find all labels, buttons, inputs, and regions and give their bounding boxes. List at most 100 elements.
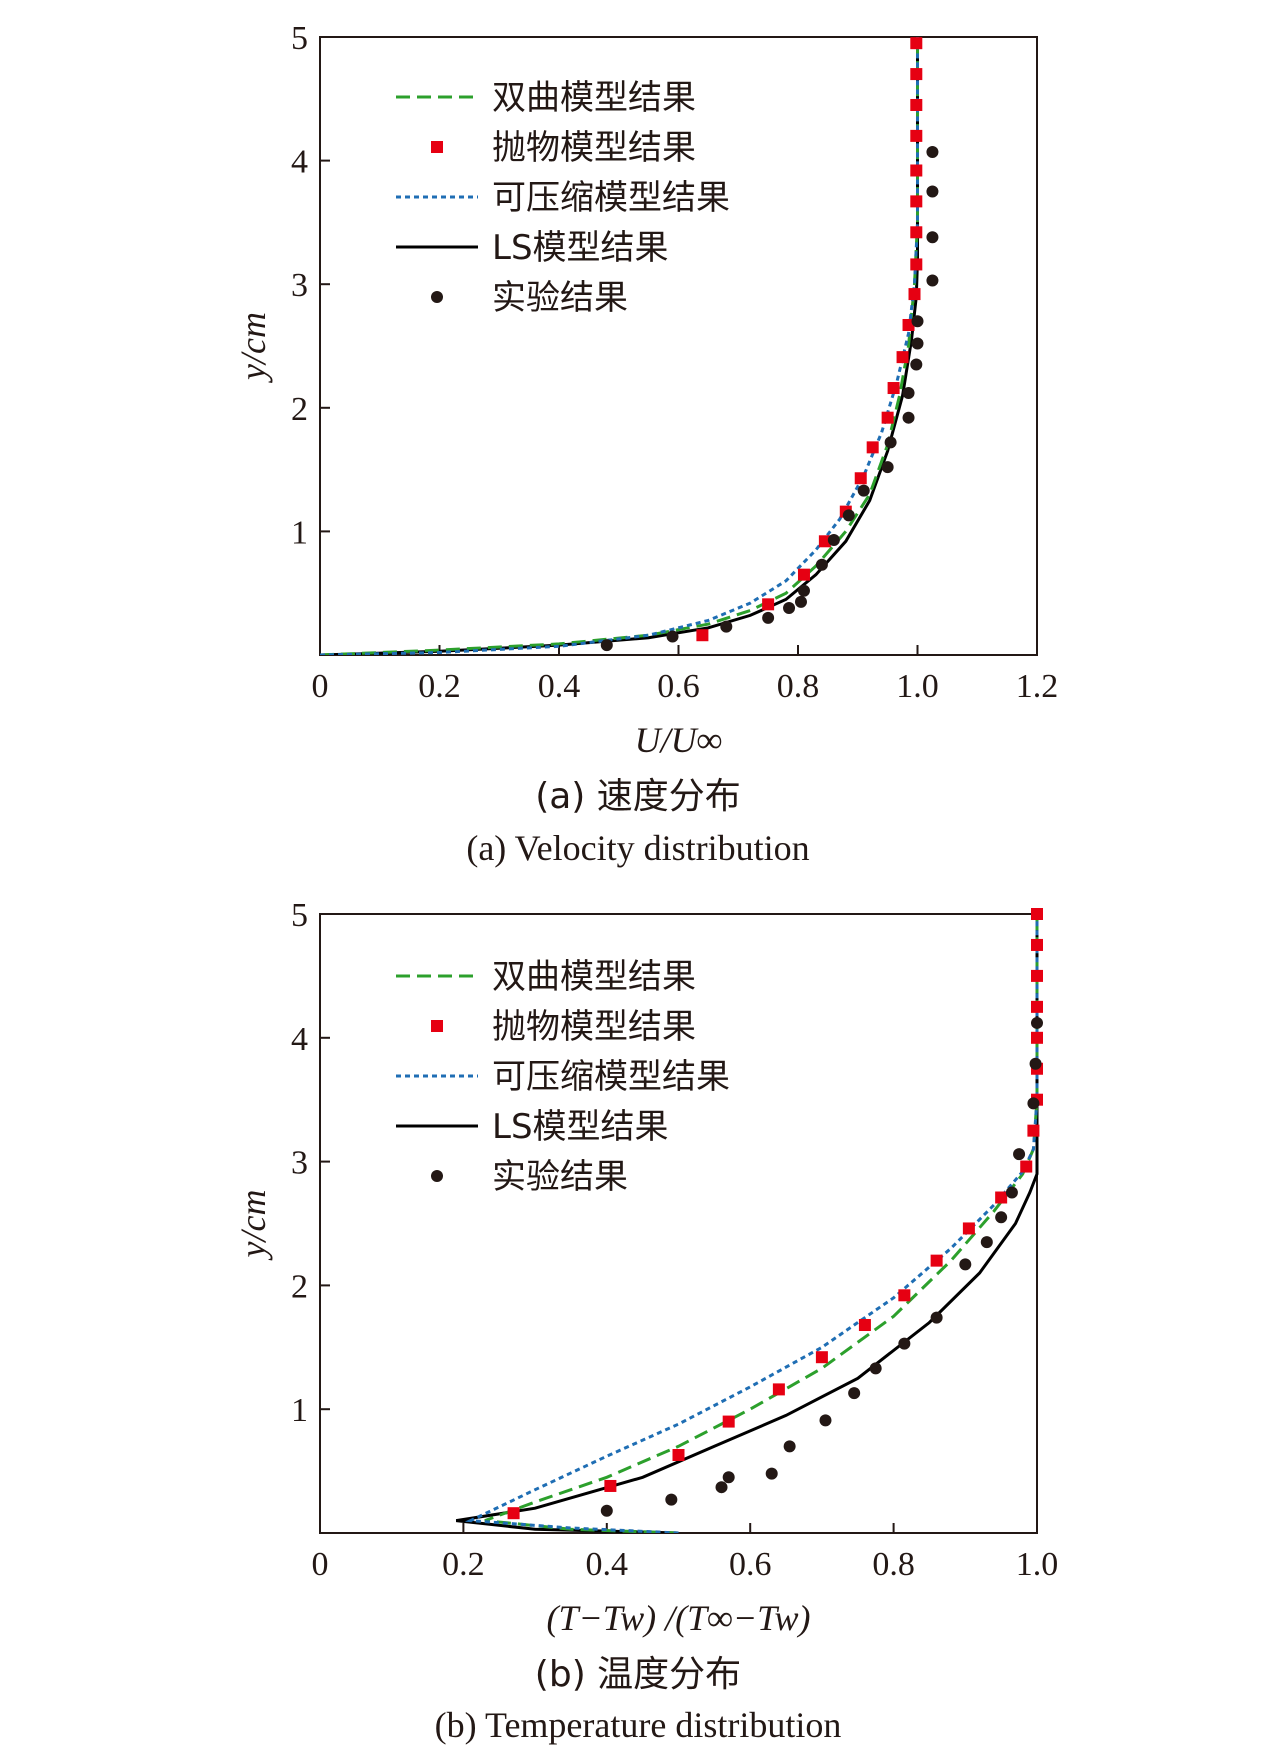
series-2 — [464, 914, 1039, 1533]
data-point-circle — [995, 1211, 1008, 1224]
data-point-circle — [848, 1387, 861, 1400]
data-point-square — [1031, 1031, 1043, 1044]
x-tick-label: 0.8 — [872, 1546, 915, 1583]
x-tick-label: 0.8 — [777, 668, 820, 705]
y-axis-label: y/cm — [233, 1190, 273, 1261]
legend-label: 可压缩模型结果 — [492, 178, 730, 218]
data-point-square — [1027, 1124, 1040, 1137]
data-point-circle — [911, 337, 924, 350]
legend-label: 抛物模型结果 — [492, 1007, 696, 1047]
data-point-square — [910, 129, 923, 142]
y-tick-label: 1 — [291, 1392, 308, 1429]
data-point-circle — [930, 1311, 943, 1324]
data-point-circle — [815, 558, 828, 571]
data-point-circle — [666, 630, 679, 643]
data-point-square — [910, 37, 923, 50]
data-point-square — [910, 226, 923, 239]
legend-swatch-square — [431, 141, 443, 153]
plot-area — [455, 908, 1043, 1533]
data-point-square — [604, 1479, 617, 1492]
series-3 — [455, 914, 1039, 1533]
data-point-circle — [902, 411, 915, 424]
series-line — [320, 37, 919, 655]
legend-swatch-square — [431, 1020, 443, 1032]
data-point-circle — [827, 534, 840, 547]
data-point-square — [722, 1415, 735, 1428]
chart-panel-b: 0 0.2 0.4 0.6 0.8 1.0 5 4 3 2 1 y/cm (T−Tw) /(T∞−Tw)… — [233, 897, 1058, 1745]
x-tick-label: 1.0 — [896, 668, 939, 705]
legend-label: LS模型结果 — [492, 1107, 669, 1147]
legend-label: 实验结果 — [492, 278, 628, 318]
data-point-square — [854, 472, 867, 485]
data-point-square — [815, 1351, 828, 1364]
data-point-circle — [884, 436, 897, 449]
x-tick-label: 0 — [312, 1546, 329, 1583]
data-point-circle — [857, 484, 870, 497]
legend-label: 可压缩模型结果 — [492, 1057, 730, 1097]
data-point-circle — [1005, 1186, 1018, 1199]
data-point-square — [797, 568, 810, 581]
data-point-circle — [980, 1236, 993, 1249]
y-tick-label: 5 — [291, 897, 308, 934]
data-point-square — [762, 598, 775, 611]
data-point-circle — [910, 358, 923, 371]
data-point-circle — [898, 1337, 911, 1350]
caption-en: (b) Temperature distribution — [435, 1705, 842, 1745]
data-point-circle — [783, 602, 796, 615]
x-tick-label: 0.2 — [442, 1546, 485, 1583]
data-point-square — [1020, 1160, 1033, 1173]
data-point-square — [772, 1383, 785, 1396]
data-point-circle — [926, 145, 939, 158]
data-point-square — [896, 351, 909, 364]
x-tick-label: 0.6 — [657, 668, 700, 705]
data-point-circle — [911, 315, 924, 328]
x-tick-label: 1.0 — [1016, 1546, 1059, 1583]
series-1 — [507, 908, 1043, 1520]
data-point-circle — [869, 1362, 882, 1375]
data-point-circle — [600, 639, 613, 652]
x-tick-label: 0 — [312, 668, 329, 705]
data-point-circle — [762, 611, 775, 624]
data-point-circle — [1031, 1016, 1043, 1029]
chart-panel-a: 0 0.2 0.4 0.6 0.8 1.0 1.2 5 4 3 2 1 y/cm U/U∞ (a) 速度分布… — [233, 20, 1058, 868]
series-2 — [320, 37, 919, 655]
data-point-circle — [881, 461, 894, 474]
x-tick-label: 0.2 — [418, 668, 461, 705]
data-point-circle — [842, 509, 855, 522]
series-1 — [696, 37, 923, 642]
data-point-square — [696, 629, 709, 642]
data-point-square — [902, 318, 915, 331]
data-point-square — [1031, 969, 1043, 982]
caption-zh: (a) 速度分布 — [535, 776, 741, 817]
data-point-square — [962, 1222, 975, 1235]
data-point-circle — [819, 1414, 832, 1427]
x-tick-label: 0.4 — [586, 1546, 629, 1583]
legend-swatch-circle — [431, 1170, 443, 1182]
data-point-square — [910, 258, 923, 271]
data-point-square — [1031, 938, 1043, 951]
y-tick-label: 3 — [291, 267, 308, 304]
legend-label: 实验结果 — [492, 1157, 628, 1197]
y-tick-label: 4 — [291, 1021, 308, 1058]
series-4 — [600, 145, 939, 652]
data-point-square — [881, 411, 894, 424]
y-tick-label: 4 — [291, 144, 308, 181]
data-point-square — [1031, 1000, 1043, 1013]
y-tick-label: 2 — [291, 1268, 308, 1305]
data-point-circle — [665, 1493, 678, 1506]
data-point-circle — [1013, 1148, 1026, 1161]
data-point-square — [910, 164, 923, 177]
x-tick-label: 0.4 — [538, 668, 581, 705]
data-point-circle — [715, 1481, 728, 1494]
legend-label: 双曲模型结果 — [492, 78, 696, 118]
data-point-square — [910, 195, 923, 208]
data-point-square — [910, 68, 923, 81]
data-point-circle — [722, 1471, 735, 1484]
data-point-circle — [959, 1258, 972, 1271]
data-point-square — [995, 1191, 1008, 1204]
x-tick-label: 1.2 — [1016, 668, 1059, 705]
data-point-circle — [720, 620, 733, 633]
data-point-circle — [926, 274, 939, 287]
